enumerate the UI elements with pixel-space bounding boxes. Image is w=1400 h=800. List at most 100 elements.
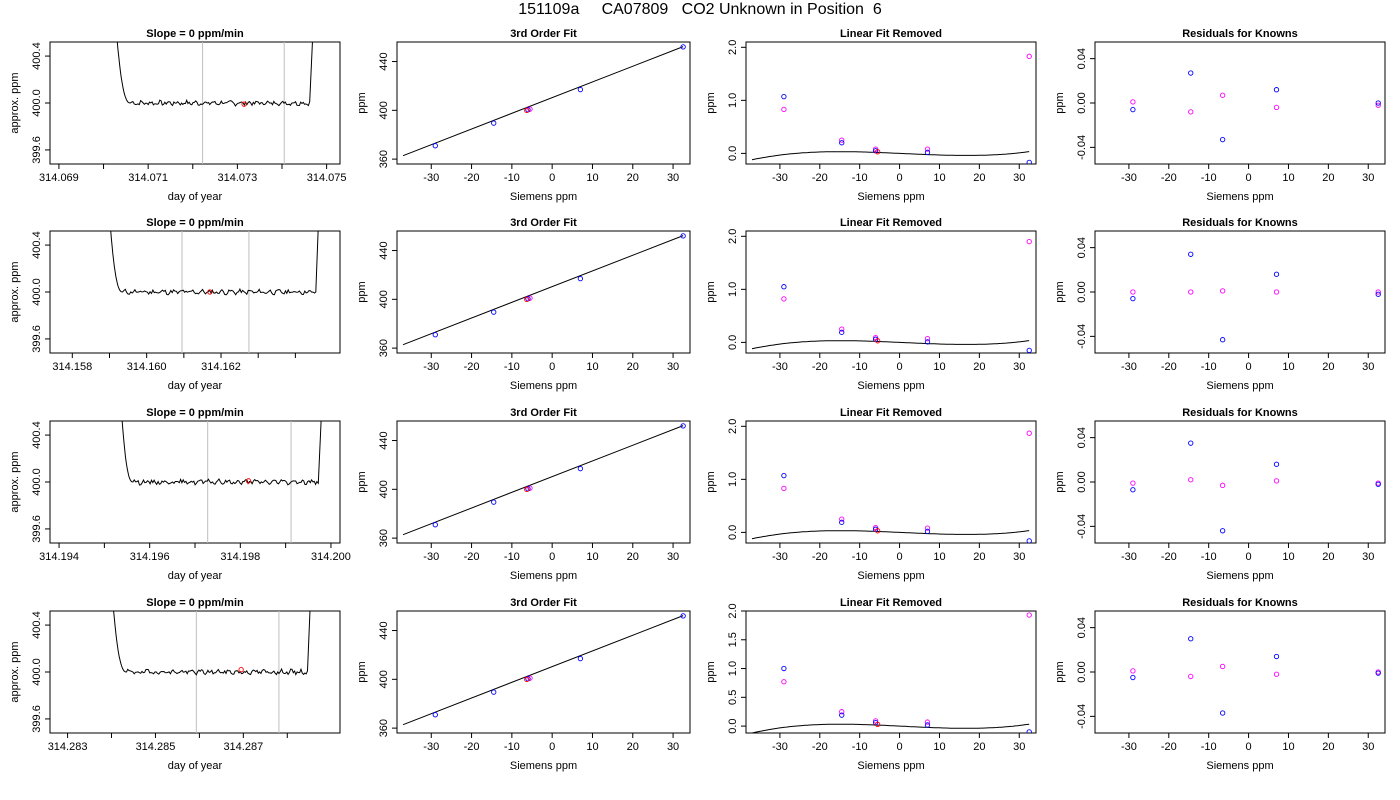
plot-area [402, 233, 686, 346]
known-point [839, 140, 845, 146]
known-point [1273, 461, 1280, 467]
panel-scatter-r2c3: Residuals for Knowns -30 -20 -10 0 10 20 30 -0.0… [1054, 407, 1386, 582]
y-tick-label: 1.0 [727, 472, 739, 487]
panel-scatter-r2c2: Linear Fit Removed -30 -20 -10 0 10 20 30 0.0 1.0… [705, 407, 1037, 582]
x-tick-label: 314.158 [52, 361, 92, 373]
known-point [1026, 729, 1032, 733]
y-axis-label: ppm [356, 471, 368, 492]
y-tick-label: 400 [378, 101, 390, 119]
panel-title: Linear Fit Removed [840, 217, 942, 229]
unknown-point [1273, 478, 1280, 484]
x-tick-label: 30 [667, 551, 679, 563]
signal-trace [110, 231, 319, 296]
x-tick-label: 0 [897, 551, 903, 563]
x-tick-label: -10 [504, 551, 520, 563]
y-tick-label: 360 [378, 719, 390, 737]
unknown-point [781, 106, 787, 113]
known-point [432, 522, 438, 528]
known-point [680, 233, 686, 239]
known-point [781, 284, 787, 290]
x-tick-label: -30 [1121, 361, 1137, 373]
x-tick-label: -30 [772, 361, 788, 373]
y-tick-label: 0.0 [727, 335, 739, 350]
x-tick-label: 20 [627, 741, 639, 753]
unknown-point [839, 137, 845, 143]
known-point [1026, 538, 1032, 543]
panel-scatter-r0c2: Linear Fit Removed -30 -20 -10 0 10 20 30 0.0 1.0… [705, 28, 1037, 203]
y-tick-label: 360 [378, 339, 390, 357]
current-sample-point [207, 289, 213, 295]
x-tick-label: -10 [504, 361, 520, 373]
panel-title: Residuals for Knowns [1182, 28, 1298, 40]
known-point [1130, 487, 1136, 493]
panel-line-r0c0: Slope = 0 ppm/min 314.069 314.071 314.073 31… [9, 28, 346, 203]
known-point [924, 528, 931, 534]
y-tick-label: 0.0 [727, 146, 739, 161]
x-axis-label: Siemens ppm [1206, 570, 1273, 582]
x-tick-label: 20 [627, 551, 639, 563]
x-tick-label: 20 [973, 361, 985, 373]
known-point [1219, 710, 1226, 716]
y-tick-label: 400.4 [31, 611, 43, 639]
x-tick-label: 0 [1246, 741, 1252, 753]
unknown-point [924, 146, 931, 152]
x-tick-label: 10 [1282, 361, 1294, 373]
known-point [781, 665, 787, 672]
x-tick-label: -20 [464, 741, 480, 753]
current-sample-point [874, 149, 881, 155]
x-tick-label: 314.283 [48, 741, 88, 753]
unknown-point [1273, 104, 1280, 111]
plot-area [751, 430, 1032, 543]
x-tick-label: -10 [852, 172, 868, 184]
y-tick-label: 400.0 [31, 468, 43, 496]
current-sample-point [874, 721, 881, 728]
current-sample-point [524, 296, 530, 302]
y-tick-label: 0.00 [1076, 281, 1088, 302]
fit-line [402, 235, 684, 346]
unknown-point [1130, 289, 1136, 295]
panel-line-r2c0: Slope = 0 ppm/min 314.194 314.196 314.198 31… [9, 407, 351, 582]
known-point [491, 309, 497, 315]
known-point [1130, 107, 1136, 113]
plot-area [113, 611, 311, 733]
plot-area [1130, 440, 1381, 534]
x-tick-label: 20 [1322, 172, 1334, 184]
x-tick-label: 20 [973, 741, 985, 753]
fit-line [402, 615, 684, 726]
x-tick-label: 314.287 [223, 741, 263, 753]
x-tick-label: 314.069 [39, 172, 79, 184]
x-tick-label: 20 [973, 172, 985, 184]
y-tick-label: 0.00 [1076, 471, 1088, 492]
y-tick-label: 1.0 [727, 282, 739, 297]
plot-area [751, 612, 1032, 733]
unknown-point [1219, 663, 1226, 670]
unknown-point [781, 679, 787, 685]
known-point [1375, 670, 1381, 676]
x-tick-label: 10 [933, 172, 945, 184]
panel-title: Linear Fit Removed [840, 407, 942, 419]
y-tick-label: 440 [378, 621, 390, 639]
known-point [839, 712, 845, 718]
panel-title: 3rd Order Fit [510, 407, 577, 419]
x-tick-label: 314.160 [127, 361, 167, 373]
plot-area [121, 421, 322, 543]
x-tick-label: 30 [1013, 551, 1025, 563]
plot-area [110, 231, 319, 353]
x-tick-label: 20 [627, 172, 639, 184]
known-point [924, 722, 931, 728]
x-tick-label: 30 [1013, 172, 1025, 184]
current-sample-point [524, 676, 530, 682]
x-tick-label: -10 [1201, 172, 1217, 184]
y-axis-label: ppm [1054, 281, 1066, 302]
y-tick-label: 399.6 [31, 515, 43, 543]
x-tick-label: -10 [1201, 361, 1217, 373]
known-point [491, 689, 497, 695]
current-sample-point [524, 107, 530, 113]
figure-title: 151109a CA07809 CO2 Unknown in Position … [518, 1, 882, 18]
x-tick-label: 10 [586, 361, 598, 373]
y-tick-label: 0.04 [1076, 427, 1088, 448]
unknown-point [1130, 480, 1136, 486]
x-tick-label: 314.285 [136, 741, 176, 753]
known-point [1219, 136, 1226, 143]
known-point [1026, 347, 1032, 353]
